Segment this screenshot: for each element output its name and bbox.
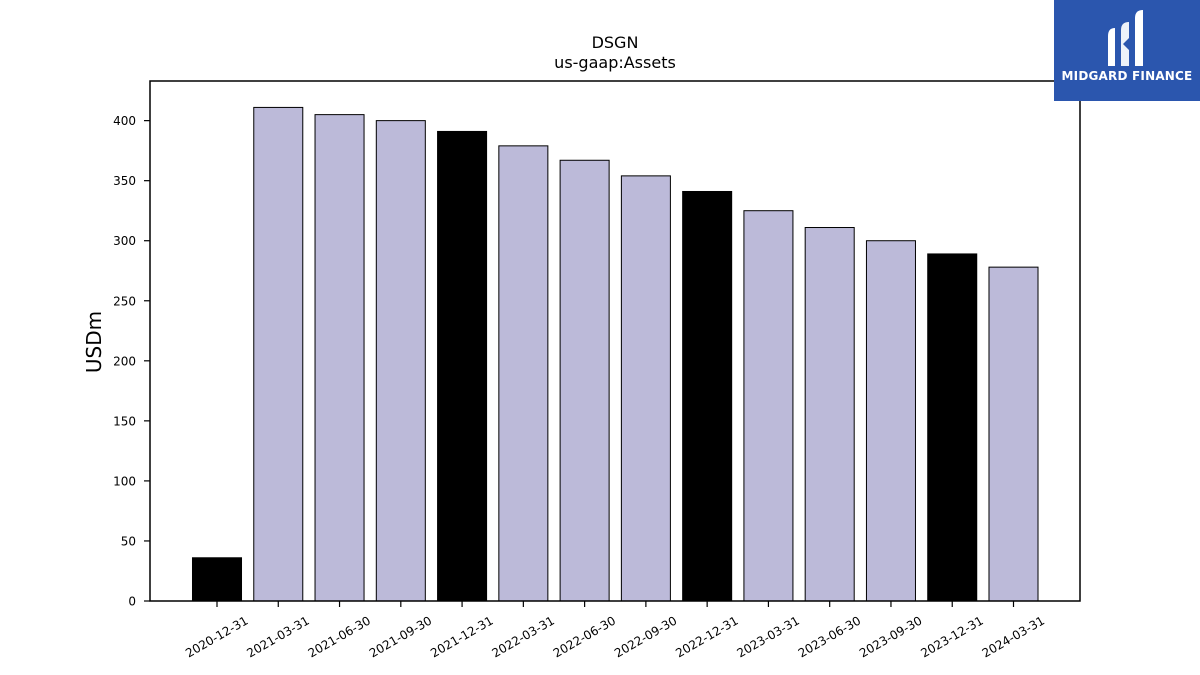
chart-subtitle: us-gaap:Assets xyxy=(554,53,676,72)
x-tick-label: 2023-06-30 xyxy=(796,613,863,660)
bar-2023-06-30 xyxy=(804,227,855,602)
plot-frame xyxy=(149,80,1081,602)
midgard-finance-logo: MIDGARD FINANCE xyxy=(1054,0,1200,101)
chart-title: DSGN xyxy=(592,33,639,52)
bar-series xyxy=(191,106,1039,602)
y-tick-label: 100 xyxy=(113,474,136,488)
x-tick-label: 2021-09-30 xyxy=(367,613,434,660)
bar-2022-12-31 xyxy=(682,190,733,602)
y-tick-label: 150 xyxy=(113,414,136,428)
y-axis-label: USDm xyxy=(82,311,106,373)
x-tick-label: 2020-12-31 xyxy=(183,613,250,660)
bar-2023-03-31 xyxy=(743,210,794,602)
bar-2023-09-30 xyxy=(865,240,916,602)
x-tick-label: 2021-03-31 xyxy=(244,613,311,660)
x-tick-label: 2023-12-31 xyxy=(918,613,985,660)
y-tick-label: 250 xyxy=(113,294,136,308)
bar-2024-03-31 xyxy=(988,266,1039,602)
bar-2022-09-30 xyxy=(620,175,671,602)
bar-2022-03-31 xyxy=(498,145,549,602)
y-tick-label: 50 xyxy=(121,534,136,548)
x-tick-label: 2021-06-30 xyxy=(306,613,373,660)
y-tick-label: 0 xyxy=(128,595,136,609)
bar-2021-03-31 xyxy=(253,106,304,602)
bar-2021-06-30 xyxy=(314,114,365,602)
bar-2021-09-30 xyxy=(375,120,426,602)
x-tick-label: 2023-03-31 xyxy=(735,613,802,660)
y-tick-label: 300 xyxy=(113,234,136,248)
bar-2023-12-31 xyxy=(927,253,978,602)
x-tick-label: 2022-12-31 xyxy=(673,613,740,660)
x-tick-label: 2022-03-31 xyxy=(489,613,556,660)
y-axis-ticks: 0 50 100 150 200 250 300 350 400 xyxy=(113,114,150,609)
midgard-logo-icon xyxy=(1108,10,1143,66)
bar-2022-06-30 xyxy=(559,159,610,602)
x-tick-label: 2022-06-30 xyxy=(551,613,618,660)
x-tick-label: 2024-03-31 xyxy=(980,613,1047,660)
bar-2020-12-31 xyxy=(191,557,243,602)
x-tick-label: 2023-09-30 xyxy=(857,613,924,660)
y-tick-label: 350 xyxy=(113,174,136,188)
y-tick-label: 200 xyxy=(113,354,136,368)
x-tick-label: 2022-09-30 xyxy=(612,613,679,660)
y-tick-label: 400 xyxy=(113,114,136,128)
bar-2021-12-31 xyxy=(437,130,488,602)
x-tick-label: 2021-12-31 xyxy=(428,613,495,660)
x-axis-ticks: 2020-12-312021-03-312021-06-302021-09-30… xyxy=(183,601,1047,660)
logo-text: MIDGARD FINANCE xyxy=(1061,69,1193,83)
